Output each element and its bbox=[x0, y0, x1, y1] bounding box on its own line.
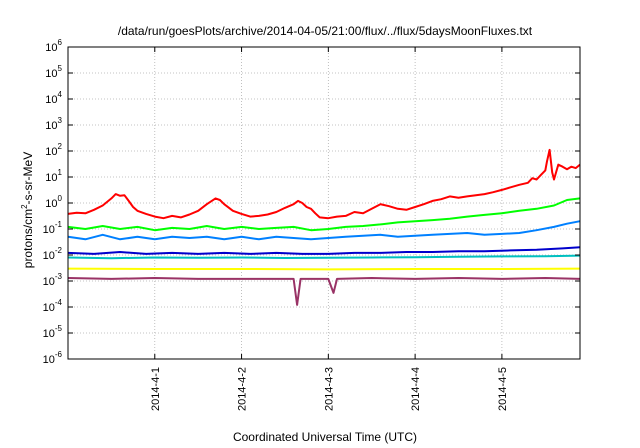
y-tick-label: 100 bbox=[45, 194, 62, 210]
y-tick-label: 106 bbox=[45, 38, 62, 54]
x-axis-ticks: 2014-4-1 2014-4-2 2014-4-3 2014-4-4 2014-4-5 bbox=[150, 47, 509, 411]
x-tick-label: 2014-4-1 bbox=[150, 367, 162, 411]
y-axis-label-prefix: protons/cm bbox=[21, 209, 35, 268]
y-tick-label: 102 bbox=[45, 142, 62, 158]
y-tick-base: 10 bbox=[45, 172, 57, 184]
series-line-1 bbox=[67, 148, 581, 220]
y-tick-base: 10 bbox=[43, 224, 55, 236]
y-tick-exponent: -6 bbox=[55, 350, 63, 359]
y-axis-ticks: 10-610-510-410-310-210-11001011021031041… bbox=[43, 38, 580, 366]
y-tick-label: 10-3 bbox=[43, 272, 63, 288]
y-tick-label: 10-5 bbox=[43, 324, 63, 340]
y-tick-exponent: -1 bbox=[55, 220, 63, 229]
y-tick-exponent: 4 bbox=[58, 90, 63, 99]
y-tick-label: 103 bbox=[45, 116, 62, 132]
y-tick-base: 10 bbox=[43, 250, 55, 262]
series-line-5 bbox=[67, 254, 581, 260]
y-axis-label: protons/cm2-s-sr-MeV bbox=[20, 152, 35, 268]
y-tick-base: 10 bbox=[45, 198, 57, 210]
y-tick-label: 10-2 bbox=[43, 246, 63, 262]
y-tick-label: 10-4 bbox=[43, 298, 63, 314]
y-tick-base: 10 bbox=[43, 276, 55, 288]
series-line-4 bbox=[67, 246, 581, 255]
y-tick-exponent: 5 bbox=[58, 64, 63, 73]
x-tick-label: 2014-4-2 bbox=[237, 367, 249, 411]
y-tick-label: 10-1 bbox=[43, 220, 63, 236]
x-tick-label: 2014-4-4 bbox=[410, 367, 422, 411]
y-tick-label: 10-6 bbox=[43, 350, 63, 366]
y-tick-exponent: -5 bbox=[55, 324, 63, 333]
y-tick-exponent: 6 bbox=[58, 38, 63, 47]
y-tick-exponent: 1 bbox=[58, 168, 63, 177]
chart-title: /data/run/goesPlots/archive/2014-04-05/2… bbox=[118, 24, 533, 38]
y-tick-base: 10 bbox=[45, 120, 57, 132]
y-tick-label: 105 bbox=[45, 64, 62, 80]
x-tick-label: 2014-4-3 bbox=[323, 367, 335, 411]
y-tick-base: 10 bbox=[45, 146, 57, 158]
y-tick-exponent: -3 bbox=[55, 272, 63, 281]
y-tick-base: 10 bbox=[45, 68, 57, 80]
y-tick-label: 101 bbox=[45, 168, 62, 184]
series-line-7 bbox=[67, 277, 581, 306]
x-axis-label: Coordinated Universal Time (UTC) bbox=[233, 430, 417, 444]
y-tick-exponent: 2 bbox=[58, 142, 63, 151]
y-tick-exponent: -4 bbox=[55, 298, 63, 307]
series-lines bbox=[67, 148, 581, 306]
y-tick-label: 104 bbox=[45, 90, 62, 106]
y-tick-base: 10 bbox=[43, 328, 55, 340]
grid-lines bbox=[68, 47, 580, 359]
y-tick-base: 10 bbox=[45, 42, 57, 54]
y-tick-exponent: 3 bbox=[58, 116, 63, 125]
y-tick-base: 10 bbox=[43, 302, 55, 314]
y-axis-label-sup: 2 bbox=[20, 204, 29, 209]
series-line-6 bbox=[67, 267, 581, 271]
y-tick-base: 10 bbox=[43, 354, 55, 366]
x-tick-label: 2014-4-5 bbox=[497, 367, 509, 411]
series-line-2 bbox=[67, 197, 581, 232]
y-tick-exponent: 0 bbox=[58, 194, 63, 203]
y-axis-label-suffix: -s-sr-MeV bbox=[21, 152, 35, 205]
y-tick-base: 10 bbox=[45, 94, 57, 106]
series-line-3 bbox=[67, 220, 581, 241]
y-tick-exponent: -2 bbox=[55, 246, 63, 255]
